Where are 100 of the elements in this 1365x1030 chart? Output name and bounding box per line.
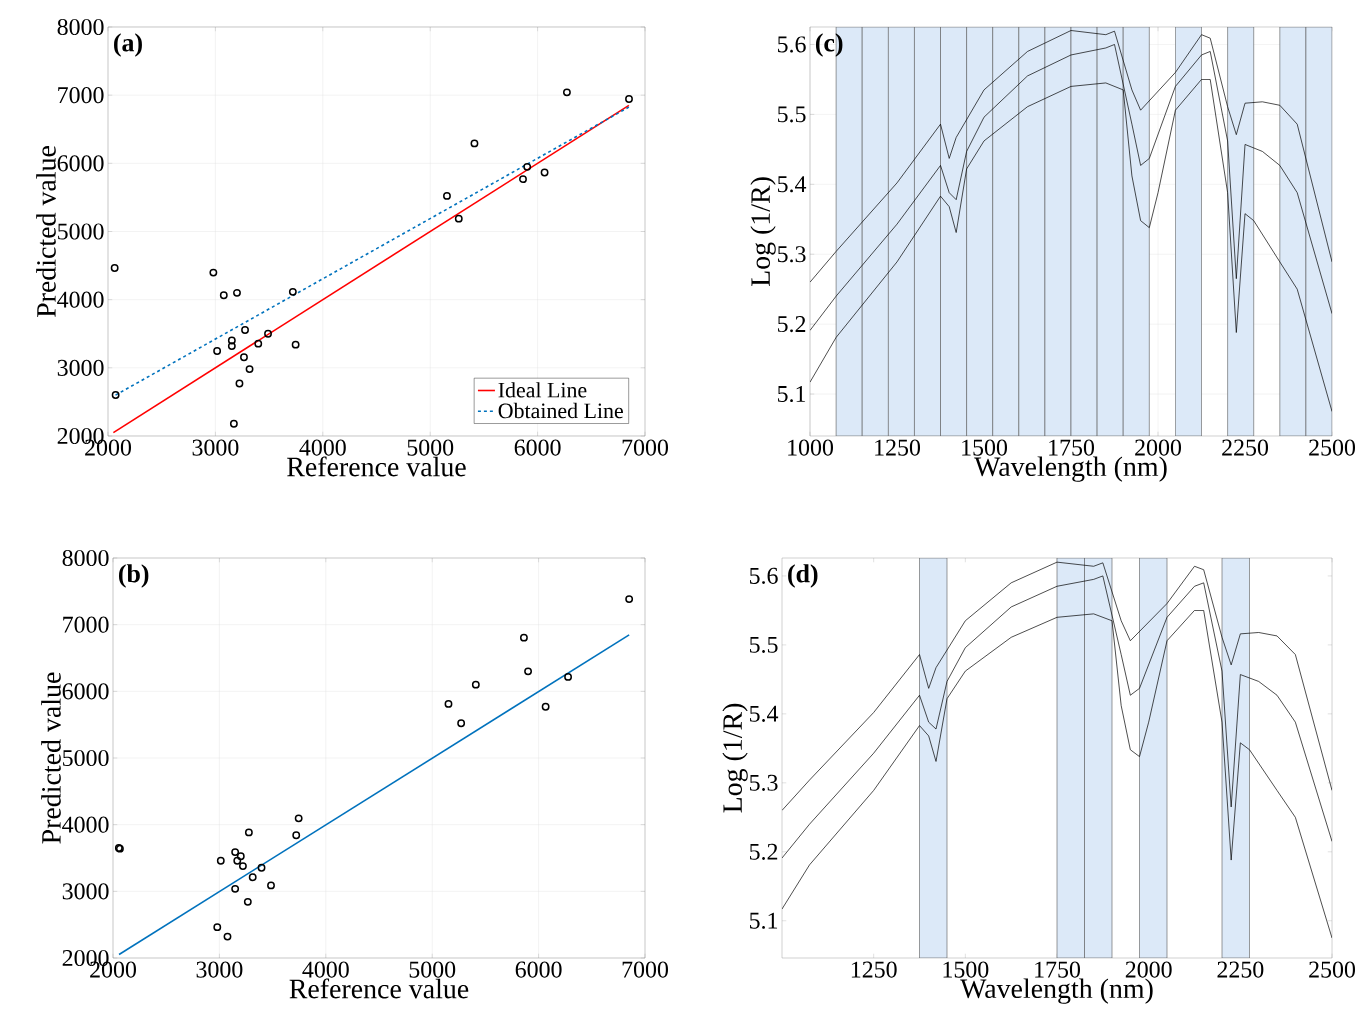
x-tick-label: 7000 — [622, 439, 669, 456]
y-tick-label: 5.5 — [777, 106, 806, 123]
x-tick-label: 1750 — [1035, 961, 1081, 978]
x-tick-label: 7000 — [622, 961, 668, 978]
point — [219, 291, 228, 300]
point — [245, 365, 254, 374]
point — [519, 175, 527, 184]
point — [223, 932, 232, 941]
point — [471, 680, 480, 689]
point — [519, 633, 528, 642]
x-tick-label: 6000 — [515, 961, 562, 978]
x-tick-label: 2250 — [1222, 439, 1269, 456]
point — [236, 852, 245, 861]
x-tick-label: 2500 — [1309, 961, 1356, 978]
y-tick-label: 6000 — [62, 683, 109, 700]
y-tick-label: 3000 — [57, 359, 104, 376]
annotation: (a) — [114, 33, 142, 57]
point — [111, 391, 120, 399]
y-tick-label: 5.6 — [749, 567, 778, 585]
y-tick-label: 7000 — [58, 87, 104, 104]
point — [454, 214, 463, 223]
x-axis-title: Wavelength (nm) — [974, 456, 1167, 482]
point — [625, 595, 634, 603]
x-tick-label: 1250 — [851, 961, 897, 978]
point — [241, 326, 249, 334]
y-tick-label: 5.1 — [749, 912, 778, 929]
y-tick-label: 5.3 — [777, 246, 806, 263]
point — [233, 856, 242, 865]
point — [444, 700, 453, 708]
point — [564, 673, 573, 681]
y-tick-label: 3000 — [62, 883, 109, 900]
x-tick-label: 1500 — [943, 961, 989, 978]
point — [216, 856, 225, 865]
x-tick-label: 2250 — [1217, 961, 1264, 978]
x-tick-label: 2000 — [1135, 439, 1182, 456]
x-tick-label: 2000 — [1125, 961, 1172, 978]
x-tick-label: 4000 — [299, 439, 346, 456]
point — [243, 897, 252, 906]
y-tick-label: 5000 — [58, 223, 104, 240]
annotation: (c) — [815, 33, 843, 57]
x-tick-label: 4000 — [302, 961, 349, 978]
y-tick-label: 5.3 — [749, 774, 778, 791]
point — [267, 881, 275, 890]
legend-label: Obtained Line — [498, 402, 623, 419]
point — [257, 863, 266, 872]
point — [233, 288, 241, 297]
y-tick-label: 5.2 — [749, 843, 778, 860]
point — [523, 162, 532, 171]
line-series — [810, 30, 1333, 283]
point — [294, 814, 303, 823]
x-tick-label: 1000 — [788, 439, 834, 456]
y-axis-title: Log (1/R) — [722, 703, 748, 813]
point — [110, 264, 119, 272]
legend-label: Ideal Line — [498, 382, 587, 398]
x-tick-label: 1750 — [1049, 439, 1095, 456]
y-tick-label: 5.4 — [749, 705, 779, 722]
y-axis-title: Log (1/R) — [750, 177, 776, 287]
x-tick-label: 3000 — [196, 961, 243, 978]
x-axis-title: Reference value — [287, 456, 466, 477]
point — [292, 831, 301, 840]
y-tick-label: 6000 — [57, 155, 104, 172]
point — [213, 347, 222, 355]
point — [231, 848, 240, 856]
point — [209, 268, 218, 277]
point — [244, 828, 253, 837]
point — [540, 168, 549, 177]
x-tick-label: 5000 — [409, 961, 456, 978]
y-tick-label: 5.1 — [777, 385, 806, 403]
y-tick-label: 4000 — [57, 291, 104, 308]
line-series — [782, 561, 1333, 811]
y-tick-label: 5.4 — [777, 176, 807, 193]
point — [227, 342, 236, 351]
point — [229, 419, 238, 428]
y-axis-title: Predicted value — [41, 672, 61, 844]
y-tick-label: 5.2 — [777, 316, 806, 333]
x-tick-label: 1500 — [962, 439, 1008, 456]
annotation: (b) — [119, 564, 149, 588]
y-axis-title: Predicted value — [36, 146, 56, 318]
point — [238, 862, 247, 870]
y-tick-label: 5.6 — [777, 36, 806, 53]
x-tick-label: 5000 — [407, 439, 454, 456]
y-tick-label: 8000 — [57, 18, 104, 36]
point — [562, 88, 571, 97]
x-tick-label: 6000 — [514, 439, 561, 456]
point — [231, 884, 240, 893]
annotation: (d) — [788, 564, 818, 588]
point — [248, 873, 257, 882]
point — [254, 339, 263, 348]
x-axis-title: Wavelength (nm) — [960, 978, 1153, 1004]
x-axis-title: Reference value — [289, 978, 469, 999]
point — [288, 287, 297, 296]
point — [625, 95, 633, 103]
point — [443, 191, 451, 200]
y-tick-label: 5000 — [63, 749, 109, 767]
x-tick-label: 2500 — [1309, 439, 1356, 456]
y-tick-label: 4000 — [62, 816, 109, 833]
point — [470, 139, 479, 148]
point — [541, 702, 550, 711]
point — [524, 667, 533, 676]
point — [235, 379, 244, 388]
